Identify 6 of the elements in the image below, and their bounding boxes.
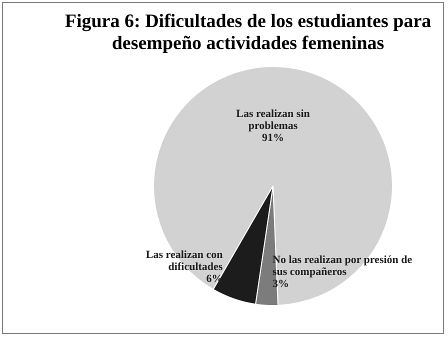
slice-label: Las realizan con dificultades: [146, 249, 224, 274]
chart-title: Figura 6: Dificultades de los estudiantes para desempeño actividades femeninas: [64, 11, 432, 55]
slice-label: No las realizan por presión de sus compañeros: [272, 254, 412, 278]
slice-label: Las realizan sin problemas: [236, 108, 310, 132]
data-label: 3%: [272, 278, 289, 290]
data-label: 91%: [262, 132, 284, 144]
